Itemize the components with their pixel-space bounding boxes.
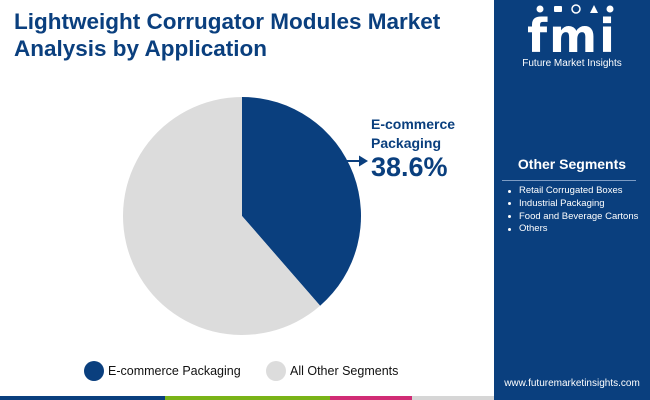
bar-segment-green [165, 396, 330, 400]
segment-item: Retail Corrugated Boxes [506, 185, 650, 198]
right-panel: fmi Future Market Insights Other Segment… [494, 0, 650, 400]
logo-icons [536, 4, 614, 14]
website-link[interactable]: www.futuremarketinsights.com [504, 378, 640, 389]
pie-slice-ecommerce [242, 97, 362, 306]
pie-chart [123, 97, 368, 335]
segment-item: Food and Beverage Cartons [506, 211, 650, 224]
callout-label: E-commerce Packaging [371, 115, 491, 153]
other-segments-divider [502, 180, 636, 181]
bar-segment-pink [330, 396, 412, 400]
title-line-2: Analysis by Application [14, 36, 267, 61]
pie-slice-other [123, 97, 321, 335]
callout-value: 38.6% [371, 152, 448, 182]
bar-segment-grey [412, 396, 494, 400]
pie-slices [123, 97, 362, 335]
legend-label-other: All Other Segments [290, 364, 399, 378]
legend-label-ecommerce: E-commerce Packaging [108, 364, 241, 378]
title-line-1: Lightweight Corrugator Modules Market [14, 9, 441, 34]
bar-segment-blue [0, 396, 165, 400]
legend-swatch-ecommerce [84, 361, 104, 381]
callout-label-line-1: E-commerce [371, 116, 456, 132]
other-segments-title: Other Segments [517, 156, 627, 172]
segment-item: Industrial Packaging [506, 198, 650, 211]
bottom-color-bar [0, 396, 494, 400]
segment-item: Others [506, 223, 650, 236]
logo-mark: fmi [527, 9, 617, 63]
legend-swatch-other [266, 361, 286, 381]
callout-annotation: E-commerce Packaging 38.6% [371, 115, 491, 182]
callout-label-line-2: Packaging [371, 135, 442, 151]
chart-title: Lightweight Corrugator Modules Market An… [14, 8, 494, 62]
fmi-logo: fmi [527, 4, 617, 63]
logo-subtitle: Future Market Insights [522, 58, 622, 69]
other-segments-list: Retail Corrugated Boxes Industrial Packa… [506, 185, 650, 236]
callout-arrow [346, 155, 368, 167]
